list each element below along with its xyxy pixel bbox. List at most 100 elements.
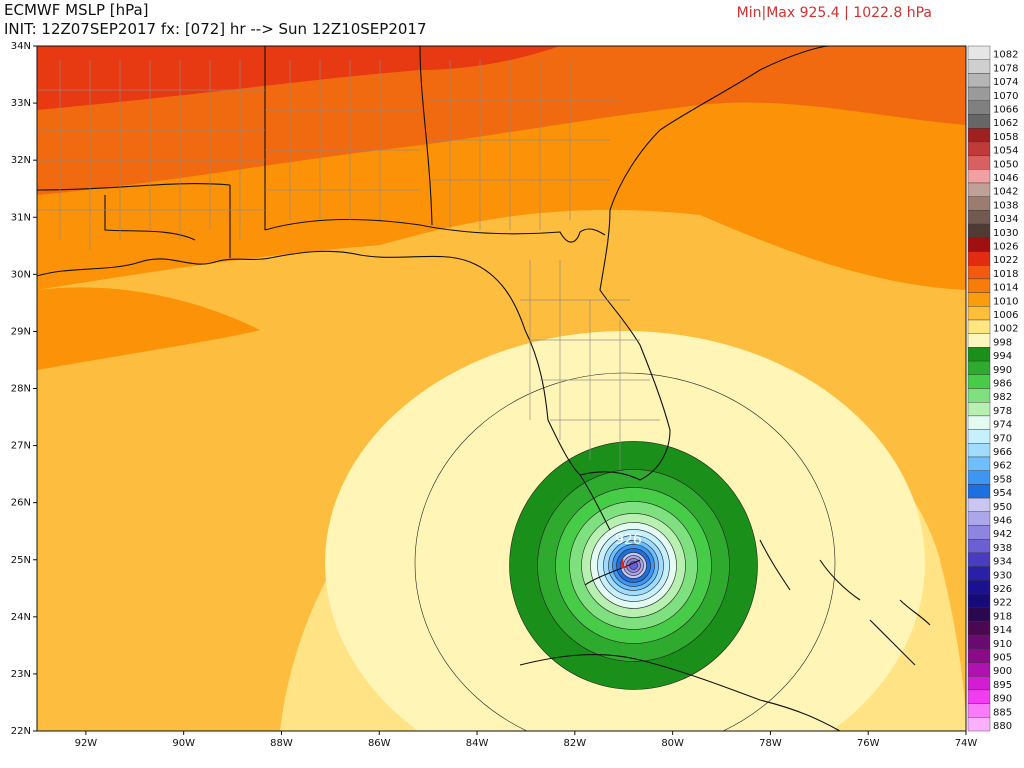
lon-tick-label: 78W [759, 738, 782, 749]
colorbar-swatch [967, 607, 991, 622]
lat-tick-label: 29N [11, 326, 31, 337]
colorbar-label: 1018 [993, 269, 1018, 280]
colorbar-label: 1026 [993, 242, 1018, 253]
latitude-axis: 34N 33N 32N 31N 30N 29N 28N 27N 26N 25N 24N 23N 22N [11, 41, 37, 737]
colorbar-label: 1042 [993, 187, 1018, 198]
colorbar-swatch [967, 333, 991, 348]
colorbar-swatch [967, 237, 991, 252]
lat-tick-label: 26N [11, 498, 31, 509]
colorbar-swatch [967, 429, 991, 444]
colorbar-label: 998 [993, 337, 1012, 348]
colorbar-swatch [967, 676, 991, 691]
lon-tick-label: 92W [75, 738, 98, 749]
colorbar-swatch [967, 552, 991, 567]
colorbar-swatch [967, 662, 991, 677]
colorbar-swatch [967, 415, 991, 430]
colorbar-swatch [967, 347, 991, 362]
colorbar-swatch [967, 525, 991, 540]
colorbar-swatch [967, 141, 991, 156]
colorbar-swatch [967, 388, 991, 403]
colorbar-label: 914 [993, 625, 1012, 636]
colorbar-label: 986 [993, 379, 1012, 390]
colorbar-label: 890 [993, 694, 1012, 705]
colorbar-label: 974 [993, 420, 1012, 431]
lon-tick-label: 86W [368, 738, 391, 749]
colorbar-swatch [967, 59, 991, 74]
colorbar-swatch [967, 319, 991, 334]
colorbar-swatch [967, 169, 991, 184]
colorbar-label: 1038 [993, 200, 1018, 211]
colorbar-swatch [967, 593, 991, 608]
colorbar-swatch [967, 634, 991, 649]
colorbar-label: 962 [993, 461, 1012, 472]
colorbar-swatch [967, 566, 991, 581]
colorbar-label: 1002 [993, 324, 1018, 335]
colorbar-label: 934 [993, 557, 1012, 568]
colorbar-swatch [967, 703, 991, 718]
colorbar-label: 942 [993, 529, 1012, 540]
colorbar-swatch [967, 306, 991, 321]
colorbar-swatch [967, 484, 991, 499]
colorbar-swatch [967, 443, 991, 458]
colorbar-label: 970 [993, 433, 1012, 444]
lat-tick-label: 33N [11, 98, 31, 109]
colorbar-label: 958 [993, 474, 1012, 485]
lat-tick-label: 28N [11, 384, 31, 395]
colorbar-label: 938 [993, 543, 1012, 554]
lon-tick-label: 82W [564, 738, 587, 749]
map-title: ECMWF MSLP [hPa] [4, 1, 149, 19]
colorbar-label: 1070 [993, 91, 1018, 102]
lon-tick-label: 74W [955, 738, 978, 749]
colorbar-label: 1054 [993, 146, 1018, 157]
colorbar-swatch [967, 580, 991, 595]
colorbar-label: 926 [993, 584, 1012, 595]
colorbar-label: 978 [993, 406, 1012, 417]
lat-tick-label: 31N [11, 212, 31, 223]
lat-tick-label: 32N [11, 155, 31, 166]
colorbar-label: 990 [993, 365, 1012, 376]
colorbar-swatch [967, 86, 991, 101]
lon-tick-label: 76W [857, 738, 880, 749]
colorbar-label: 1046 [993, 173, 1018, 184]
colorbar-label: 918 [993, 611, 1012, 622]
colorbar-swatch [967, 621, 991, 636]
colorbar-swatch [967, 73, 991, 88]
colorbar-label: 966 [993, 447, 1012, 458]
colorbar-label: 880 [993, 721, 1012, 732]
colorbar-swatch [967, 114, 991, 129]
colorbar-label: 885 [993, 707, 1012, 718]
colorbar-swatch [967, 456, 991, 471]
colorbar-swatch [967, 100, 991, 115]
colorbar-swatch [967, 196, 991, 211]
colorbar-swatch [967, 470, 991, 485]
lat-tick-label: 25N [11, 555, 31, 566]
colorbar-swatch [967, 210, 991, 225]
county-lines [37, 60, 660, 470]
lat-tick-label: 27N [11, 441, 31, 452]
colorbar-label: 900 [993, 666, 1012, 677]
colorbar-label: 1050 [993, 159, 1018, 170]
colorbar-label: 982 [993, 392, 1012, 403]
center-pressure-label: 926 [615, 532, 642, 548]
pressure-colorbar: 1082 1078 1074 1070 1066 1062 1058 1054 1050 1046… [967, 45, 1018, 732]
colorbar-label: 1014 [993, 283, 1018, 294]
low-center-marker: L [620, 557, 628, 571]
colorbar-label: 922 [993, 598, 1012, 609]
colorbar-swatch [967, 689, 991, 704]
colorbar-swatch [967, 648, 991, 663]
lat-tick-label: 30N [11, 269, 31, 280]
colorbar-swatch [967, 374, 991, 389]
colorbar-swatch [967, 497, 991, 513]
band-1018-fill [37, 46, 560, 110]
colorbar-swatch [967, 539, 991, 554]
lon-tick-label: 84W [466, 738, 489, 749]
colorbar-label: 1006 [993, 310, 1018, 321]
colorbar-swatch [967, 182, 991, 197]
colorbar-label: 1078 [993, 63, 1018, 74]
init-forecast-line: INIT: 12Z07SEP2017 fx: [072] hr --> Sun … [4, 20, 427, 38]
band-1010-west [37, 287, 260, 370]
hurricane-rings [509, 441, 758, 690]
coastlines [37, 46, 931, 731]
colorbar-swatch [967, 251, 991, 266]
